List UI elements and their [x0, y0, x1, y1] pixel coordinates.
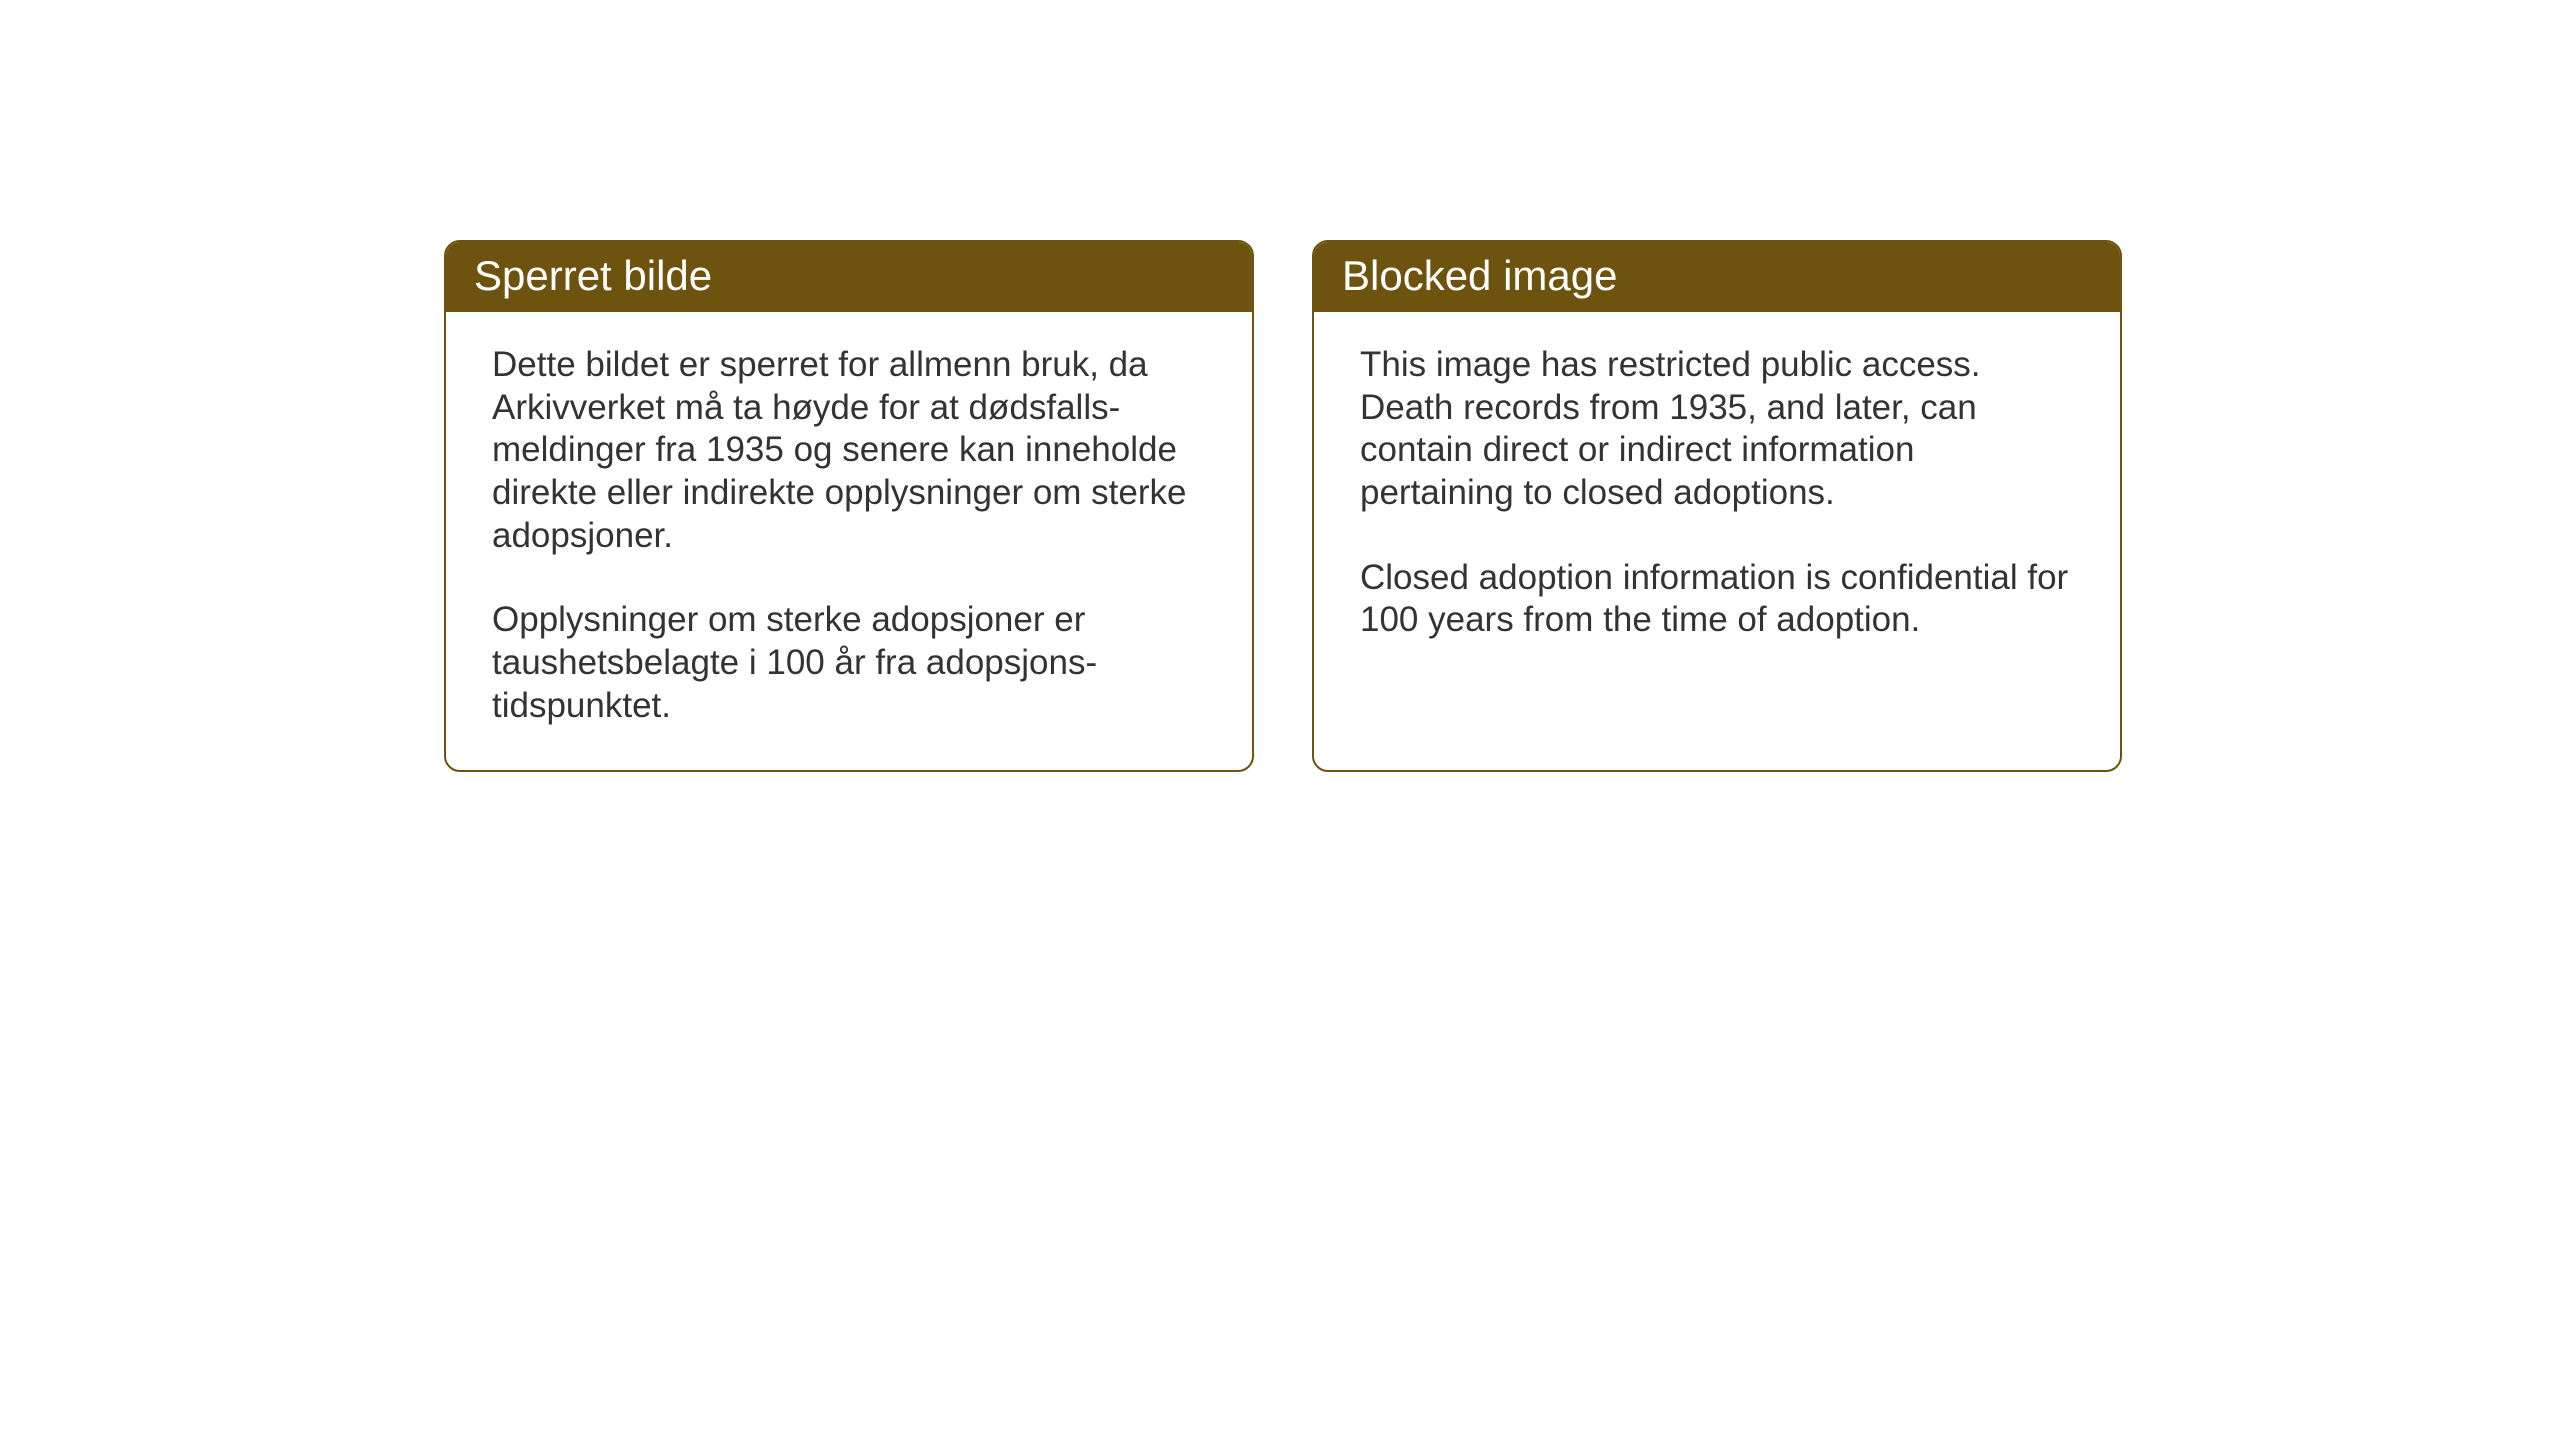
card-paragraph-1: Dette bildet er sperret for allmenn bruk…: [492, 344, 1206, 557]
card-header-norwegian: Sperret bilde: [446, 242, 1252, 312]
card-paragraph-2: Opplysninger om sterke adopsjoner er tau…: [492, 599, 1206, 727]
card-paragraph-2: Closed adoption information is confident…: [1360, 557, 2074, 642]
card-header-english: Blocked image: [1314, 242, 2120, 312]
card-body-norwegian: Dette bildet er sperret for allmenn bruk…: [446, 312, 1252, 770]
notice-cards-container: Sperret bilde Dette bildet er sperret fo…: [444, 240, 2122, 772]
notice-card-english: Blocked image This image has restricted …: [1312, 240, 2122, 772]
card-title: Blocked image: [1342, 252, 1617, 299]
notice-card-norwegian: Sperret bilde Dette bildet er sperret fo…: [444, 240, 1254, 772]
card-paragraph-1: This image has restricted public access.…: [1360, 344, 2074, 515]
card-body-english: This image has restricted public access.…: [1314, 312, 2120, 684]
card-title: Sperret bilde: [474, 252, 712, 299]
